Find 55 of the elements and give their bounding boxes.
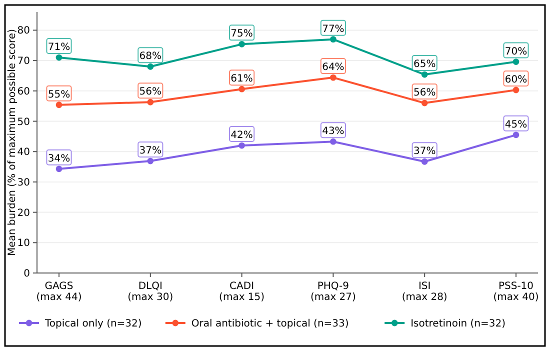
point (147, 63, 154, 70)
data-label: 77% (322, 24, 344, 35)
y-tick-label: 20 (17, 208, 30, 219)
data-label: 43% (322, 126, 344, 138)
data-label: 37% (139, 146, 162, 157)
point (56, 166, 62, 172)
data-label: 71% (48, 42, 70, 54)
data-label: 70% (504, 46, 528, 58)
point (330, 74, 336, 81)
point (238, 142, 245, 149)
data-label: 42% (230, 130, 253, 142)
data-label: 68% (139, 51, 162, 62)
x-tick-label: CADI (max 15) (219, 281, 265, 303)
data-label: 45% (504, 119, 528, 130)
point (147, 158, 154, 164)
y-tick-label: 0 (24, 268, 30, 280)
x-tick-label: GAGS (max 44) (36, 281, 82, 303)
y-tick-label: 30 (17, 177, 30, 188)
point (330, 138, 336, 145)
x-tick-label: PHQ-9 (max 27) (310, 281, 356, 303)
data-label: 60% (504, 74, 528, 86)
y-tick-label: 60 (17, 86, 30, 98)
y-axis-title: Mean burden (% of maximum possible score) (7, 28, 18, 256)
data-label: 65% (413, 59, 436, 70)
data-label: 61% (230, 74, 253, 85)
point (56, 102, 62, 108)
legend-label: Topical only (n=32) (44, 318, 142, 330)
point (147, 98, 154, 106)
point (421, 71, 428, 78)
data-label: 75% (230, 28, 253, 40)
y-tick-label: 10 (17, 238, 30, 250)
y-tick-label: 40 (17, 147, 30, 158)
point (512, 86, 520, 94)
y-tick-label: 80 (17, 26, 30, 37)
point (421, 158, 428, 165)
point (512, 132, 520, 138)
data-label: 56% (413, 88, 436, 99)
data-label: 34% (48, 153, 70, 164)
point (512, 58, 520, 65)
point (330, 36, 336, 43)
legend-label: Isotretinoin (n=32) (410, 318, 506, 330)
data-label: 37% (413, 146, 436, 158)
data-label: 56% (139, 86, 162, 98)
y-tick-label: 70 (17, 56, 30, 68)
data-label: 55% (48, 89, 70, 100)
point (238, 40, 245, 48)
point (421, 100, 428, 106)
point (56, 54, 62, 61)
x-tick-label: PSS-10 (max 40) (493, 281, 539, 303)
x-tick-label: ISI (max 28) (402, 281, 448, 303)
y-tick-label: 50 (17, 116, 30, 128)
point (238, 86, 245, 92)
legend-label: Oral antibiotic + topical (n=33) (191, 318, 349, 330)
data-label: 64% (322, 62, 344, 74)
x-tick-label: DLQI (max 30) (128, 281, 174, 303)
